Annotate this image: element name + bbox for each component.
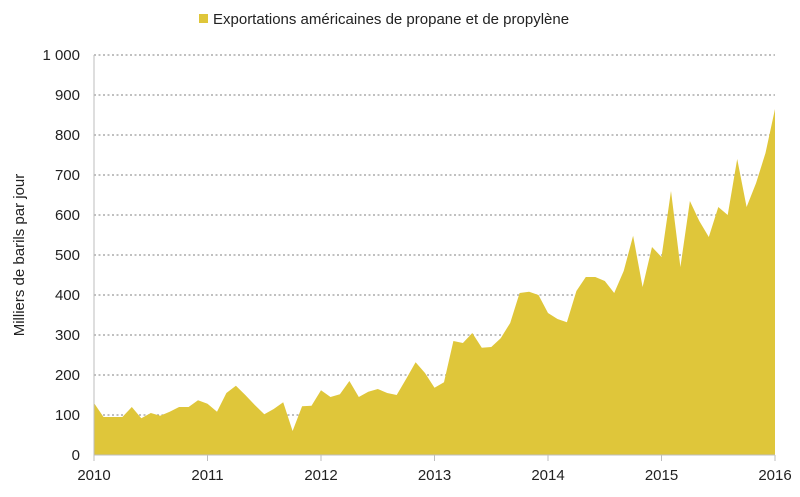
y-tick-label: 800	[55, 127, 80, 144]
y-tick-label: 200	[55, 367, 80, 384]
x-tick-label: 2014	[531, 467, 564, 484]
x-tick-labels: 2010 2011 2012 2013 2014 2015 2016	[77, 467, 791, 484]
y-tick-label: 1 000	[42, 47, 80, 64]
y-tick-label: 500	[55, 247, 80, 264]
x-tick-label: 2010	[77, 467, 110, 484]
x-tick-label: 2016	[758, 467, 791, 484]
y-tick-label: 300	[55, 327, 80, 344]
x-tick-label: 2013	[418, 467, 451, 484]
legend-swatch	[199, 14, 208, 23]
y-axis-label: Milliers de barils par jour	[11, 174, 28, 337]
x-tick-label: 2011	[191, 467, 223, 484]
y-tick-label: 700	[55, 167, 80, 184]
y-tick-label: 400	[55, 287, 80, 304]
y-tick-label: 100	[55, 407, 80, 424]
y-tick-label: 900	[55, 87, 80, 104]
x-tick-label: 2012	[304, 467, 337, 484]
y-tick-labels: 0 100 200 300 400 500 600 700 800 900 1 000	[42, 47, 80, 464]
series-area-propane-exports	[94, 109, 775, 455]
y-tick-label: 600	[55, 207, 80, 224]
legend-label: Exportations américaines de propane et d…	[213, 11, 569, 28]
x-tick-label: 2015	[645, 467, 678, 484]
axes	[93, 55, 776, 461]
y-tick-label: 0	[72, 447, 80, 464]
